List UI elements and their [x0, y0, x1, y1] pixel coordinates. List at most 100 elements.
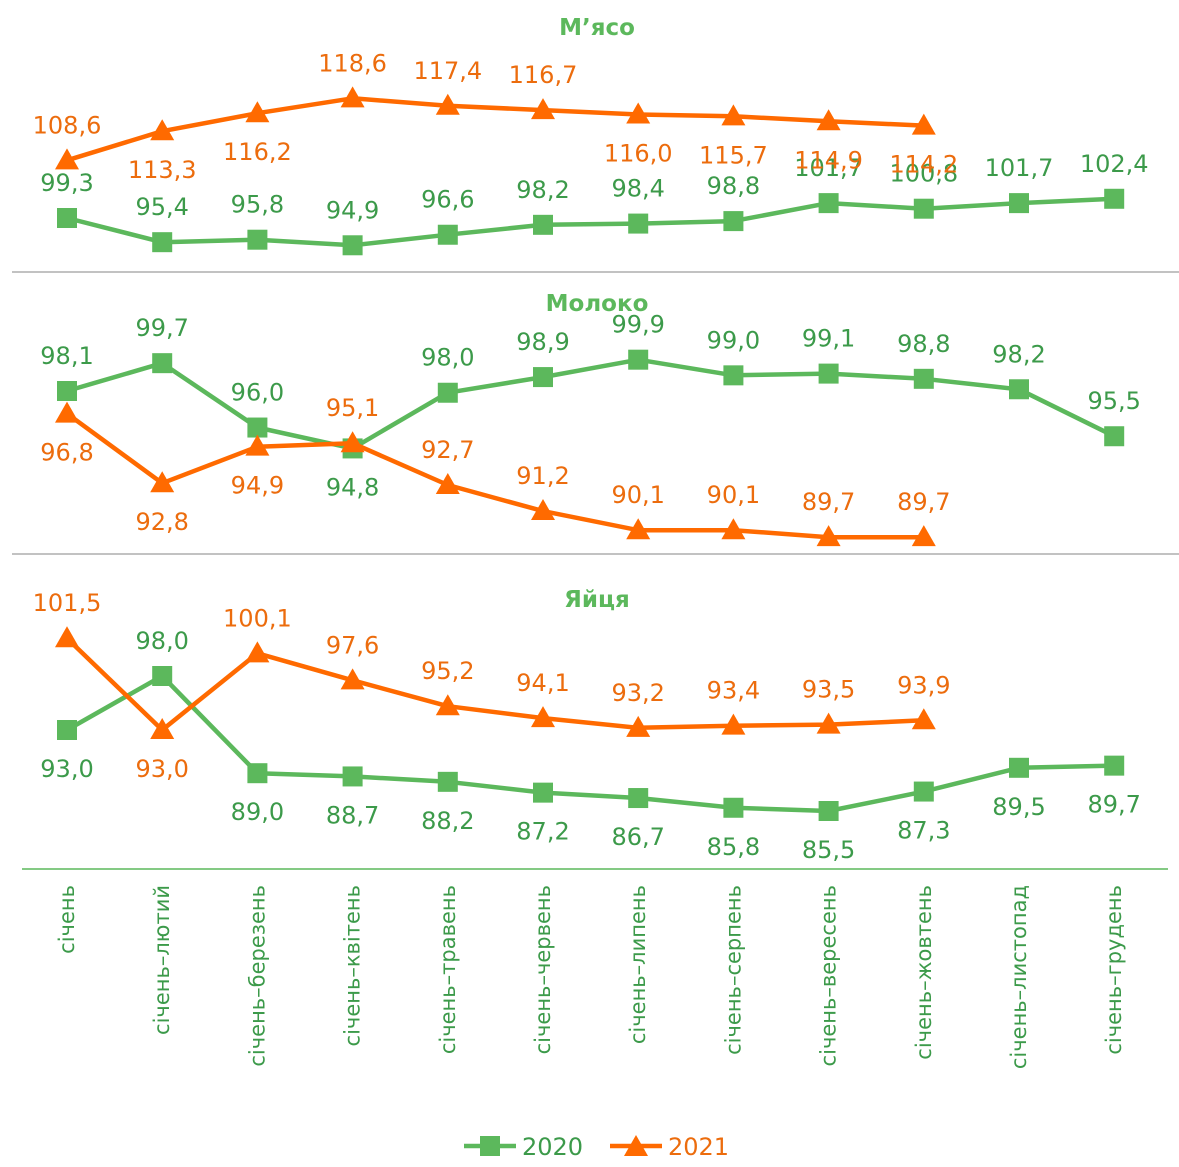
data-point-2020	[913, 198, 934, 219]
series-line-2021	[66, 96, 924, 163]
x-tick-label: січень–вересень	[817, 885, 841, 1066]
data-label-2021: 93,9	[897, 671, 950, 699]
data-point-2020	[818, 363, 839, 384]
data-point-2021	[626, 518, 651, 540]
data-point-2020	[723, 211, 744, 232]
data-point-2020	[437, 771, 458, 792]
data-point-2020	[57, 720, 77, 740]
data-point-2021	[150, 471, 175, 493]
data-point-2021	[721, 518, 746, 540]
data-point-2021	[340, 86, 365, 108]
data-label-2020: 98,8	[707, 172, 760, 200]
data-point-2020	[342, 235, 363, 256]
data-label-2021: 116,2	[223, 138, 292, 166]
data-label-2021: 96,8	[40, 439, 93, 467]
data-point-2020	[723, 365, 744, 386]
data-label-2021: 93,5	[802, 676, 855, 704]
data-label-2021: 113,3	[128, 156, 197, 184]
data-point-2021	[531, 98, 555, 120]
legend-label-2020: 2020	[522, 1133, 583, 1161]
data-label-2020: 93,0	[40, 755, 93, 783]
series-line-2021	[65, 636, 924, 733]
data-label-2021: 89,7	[897, 488, 950, 516]
data-point-2020	[57, 208, 77, 228]
x-axis-labels: січень січень–лютий січень–березень січень–…	[55, 885, 1126, 1069]
data-label-2020: 98,9	[516, 328, 569, 356]
panel-title-meat: М’ясо	[559, 15, 635, 41]
data-point-2020	[152, 353, 173, 374]
legend-marker-square	[480, 1136, 500, 1156]
data-point-2021	[626, 715, 651, 737]
legend-item-2020: 2020	[464, 1133, 583, 1161]
data-label-2020: 95,4	[135, 193, 188, 221]
data-point-2021	[816, 712, 841, 734]
data-label-2021: 93,0	[135, 755, 188, 783]
data-point-2021	[531, 499, 555, 521]
series-line-2020	[66, 196, 1115, 248]
data-label-2020: 85,5	[802, 836, 855, 864]
data-point-2020	[152, 666, 173, 686]
data-label-2021: 118,6	[318, 49, 387, 77]
legend-marker-triangle	[624, 1135, 648, 1156]
data-point-2020	[1104, 188, 1125, 209]
data-point-2020	[818, 801, 839, 821]
data-point-2020	[247, 763, 268, 784]
data-point-2021	[816, 525, 841, 547]
data-point-2021	[531, 706, 555, 728]
data-point-2021	[150, 119, 175, 141]
data-point-2021	[340, 431, 365, 453]
data-label-2020: 98,0	[135, 627, 188, 655]
x-tick-label: січень–грудень	[1102, 885, 1126, 1055]
data-label-2020: 85,8	[707, 833, 760, 861]
data-point-2021	[150, 718, 175, 739]
data-label-2021: 93,2	[611, 679, 664, 707]
data-label-2021: 100,1	[223, 604, 292, 632]
data-label-2021: 92,8	[135, 508, 188, 536]
data-point-2021	[721, 104, 746, 126]
x-tick-label: січень	[55, 885, 79, 954]
data-point-2020	[342, 766, 363, 787]
data-label-2020: 87,3	[897, 817, 950, 845]
data-label-2021: 97,6	[326, 631, 379, 659]
data-label-2021: 94,9	[231, 472, 284, 500]
legend: 2020 2021	[464, 1133, 729, 1161]
panel-title-milk: Молоко	[546, 291, 649, 317]
x-tick-label: січень–лютий	[150, 885, 174, 1035]
data-point-2020	[628, 213, 649, 234]
data-point-2020	[247, 229, 268, 250]
data-point-2020	[437, 382, 458, 403]
data-point-2021	[55, 626, 79, 648]
data-point-2020	[1009, 379, 1029, 400]
data-label-2020: 98,2	[992, 340, 1045, 368]
data-point-2020	[533, 214, 553, 235]
x-tick-label: січень–червень	[531, 885, 555, 1054]
data-label-2020: 99,7	[135, 314, 188, 342]
data-label-2021: 116,0	[604, 139, 673, 167]
data-point-2021	[626, 102, 651, 124]
data-label-2021: 89,7	[802, 488, 855, 516]
legend-label-2021: 2021	[668, 1133, 729, 1161]
data-point-2021	[245, 641, 270, 663]
data-label-2020: 95,5	[1087, 387, 1140, 415]
data-point-2021	[435, 93, 460, 115]
x-tick-label: січень–березень	[245, 885, 269, 1067]
data-point-2021	[340, 668, 365, 690]
data-label-2020: 100,8	[889, 160, 958, 188]
data-label-2020: 96,6	[421, 186, 474, 214]
data-point-2020	[818, 193, 839, 214]
data-point-2020	[1104, 426, 1125, 447]
data-point-2021	[911, 708, 936, 730]
data-point-2020	[913, 781, 934, 802]
data-label-2020: 98,4	[611, 175, 664, 203]
data-label-2020: 98,0	[421, 344, 474, 372]
data-label-2020: 89,7	[1087, 791, 1140, 819]
data-label-2020: 96,0	[231, 379, 284, 407]
data-label-2020: 98,1	[40, 342, 93, 370]
data-label-2021: 115,7	[699, 141, 768, 169]
data-point-2020	[57, 381, 77, 401]
data-label-2020: 88,7	[326, 801, 379, 829]
data-label-2021: 95,1	[326, 394, 379, 422]
data-label-2021: 91,2	[516, 462, 569, 490]
data-label-2021: 90,1	[707, 481, 760, 509]
data-label-2021: 95,2	[421, 657, 474, 685]
